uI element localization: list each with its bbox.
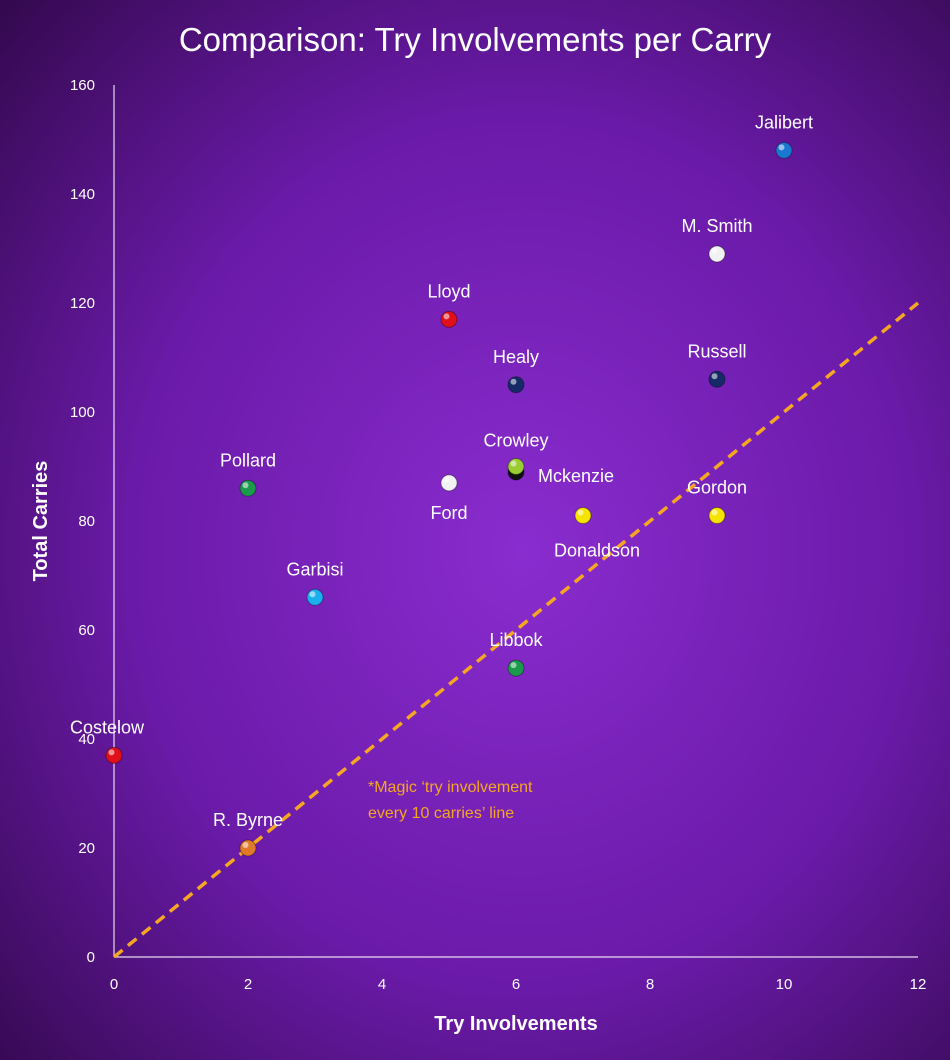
marker-r-byrne (239, 839, 257, 857)
marker-crowley (507, 458, 525, 475)
point-ford (440, 474, 458, 492)
marker-highlight (711, 373, 718, 380)
x-axis-title: Try Involvements (434, 1013, 597, 1035)
marker-highlight (510, 662, 517, 669)
marker-highlight (778, 144, 785, 151)
label-ford: Ford (430, 503, 467, 523)
label-libbok: Libbok (489, 630, 543, 650)
label-lloyd: Lloyd (427, 281, 470, 301)
marker-highlight (443, 476, 450, 483)
label-gordon: Gordon (687, 478, 747, 498)
marker-m-smith (708, 245, 726, 263)
y-tick-label: 0 (87, 949, 95, 966)
label-crowley: Crowley (483, 431, 548, 451)
marker-highlight (577, 509, 584, 516)
label-donaldson: Donaldson (554, 541, 640, 561)
x-tick-label: 0 (110, 976, 118, 993)
x-tick-label: 8 (646, 976, 654, 993)
x-tick-label: 2 (244, 976, 252, 993)
marker-pollard (239, 479, 257, 497)
marker-lloyd (440, 310, 458, 328)
marker-ford (440, 474, 458, 492)
x-tick-label: 10 (776, 976, 793, 993)
label-garbisi: Garbisi (286, 559, 343, 579)
chart-title: Comparison: Try Involvements per Carry (179, 21, 772, 58)
point-libbok (507, 659, 525, 677)
marker-highlight (242, 842, 249, 848)
point-healy (507, 376, 525, 394)
marker-jalibert (775, 141, 793, 159)
marker-highlight (443, 313, 450, 320)
x-tick-labels: 0 2 4 6 8 10 12 (110, 976, 927, 993)
y-tick-label: 120 (70, 295, 95, 312)
label-healy: Healy (493, 347, 539, 367)
label-r-byrne: R. Byrne (213, 810, 283, 830)
data-points (105, 141, 793, 857)
y-tick-label: 160 (70, 77, 95, 94)
marker-gordon (708, 507, 726, 525)
label-mckenzie: Mckenzie (538, 466, 614, 486)
x-tick-label: 4 (378, 976, 386, 993)
y-tick-label: 40 (78, 731, 95, 748)
marker-highlight (108, 749, 115, 756)
point-garbisi (306, 588, 324, 606)
label-jalibert: Jalibert (755, 112, 813, 132)
label-russell: Russell (687, 341, 746, 361)
y-tick-labels: 0 20 40 60 80 100 120 140 160 (70, 77, 95, 966)
point-m-smith (708, 245, 726, 263)
marker-highlight (309, 591, 316, 598)
y-axis-title: Total Carries (30, 461, 52, 582)
marker-donaldson (574, 507, 592, 525)
point-jalibert (775, 141, 793, 159)
point-costelow (105, 746, 123, 764)
reference-line-annotation: *Magic ‘try involvement every 10 carries… (368, 779, 537, 822)
point-labels: Mckenzie Jalibert M. Smith Lloyd Healy Russel… (70, 112, 813, 830)
annotation-line-1: *Magic ‘try involvement (368, 779, 533, 796)
marker-russell (708, 370, 726, 388)
x-tick-label: 6 (512, 976, 520, 993)
annotation-line-2: every 10 carries’ line (368, 805, 514, 822)
label-pollard: Pollard (220, 450, 276, 470)
marker-highlight (510, 460, 517, 467)
marker-highlight (242, 482, 249, 489)
point-pollard (239, 479, 257, 497)
point-crowley (507, 458, 525, 475)
y-tick-label: 80 (78, 513, 95, 530)
y-tick-label: 140 (70, 186, 95, 203)
marker-costelow (105, 746, 123, 764)
point-russell (708, 370, 726, 388)
label-m-smith: M. Smith (681, 216, 752, 236)
marker-highlight (510, 378, 517, 385)
point-gordon (708, 507, 726, 525)
point-r-byrne (239, 839, 257, 857)
y-tick-label: 100 (70, 404, 95, 421)
x-tick-label: 12 (910, 976, 927, 993)
marker-highlight (711, 247, 718, 254)
marker-garbisi (306, 588, 324, 606)
point-donaldson (574, 507, 592, 525)
marker-healy (507, 376, 525, 394)
marker-highlight (711, 509, 718, 516)
marker-libbok (507, 659, 525, 677)
y-tick-label: 20 (78, 840, 95, 857)
point-lloyd (440, 310, 458, 328)
y-tick-label: 60 (78, 622, 95, 639)
label-costelow: Costelow (70, 717, 145, 737)
